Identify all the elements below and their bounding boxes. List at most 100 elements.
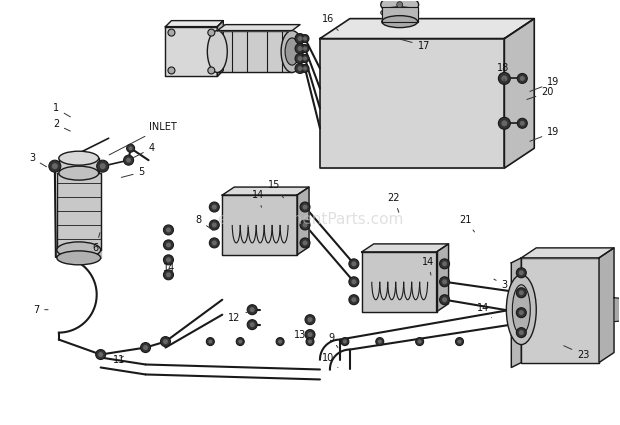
Ellipse shape: [512, 285, 530, 334]
Circle shape: [440, 277, 450, 287]
Polygon shape: [599, 248, 614, 363]
Circle shape: [305, 330, 315, 340]
Circle shape: [166, 258, 171, 262]
Circle shape: [349, 295, 359, 305]
Polygon shape: [521, 258, 599, 363]
Circle shape: [376, 337, 384, 346]
Text: 14: 14: [252, 190, 265, 207]
Ellipse shape: [57, 242, 100, 258]
Circle shape: [298, 56, 303, 61]
Text: 12: 12: [228, 312, 248, 323]
Text: 22: 22: [388, 193, 401, 212]
Text: 19: 19: [530, 77, 559, 91]
Polygon shape: [57, 173, 100, 250]
Circle shape: [295, 34, 305, 43]
Circle shape: [168, 29, 175, 36]
Circle shape: [300, 202, 310, 212]
Circle shape: [295, 43, 305, 54]
Polygon shape: [166, 27, 217, 76]
Circle shape: [378, 340, 382, 343]
Circle shape: [164, 255, 174, 265]
Circle shape: [498, 72, 510, 85]
Text: 14: 14: [477, 303, 492, 317]
Circle shape: [212, 222, 217, 227]
Circle shape: [303, 57, 307, 60]
Circle shape: [303, 66, 307, 71]
Circle shape: [458, 340, 461, 343]
Circle shape: [303, 222, 308, 227]
Circle shape: [164, 240, 174, 250]
Ellipse shape: [285, 38, 299, 65]
Circle shape: [95, 349, 105, 360]
Text: 16: 16: [322, 14, 338, 31]
Circle shape: [520, 76, 525, 81]
Ellipse shape: [507, 275, 536, 345]
Circle shape: [300, 220, 310, 230]
Polygon shape: [504, 19, 534, 168]
Circle shape: [164, 270, 174, 280]
Text: 11: 11: [113, 354, 125, 365]
Text: 9: 9: [328, 333, 338, 348]
Circle shape: [126, 158, 131, 163]
Circle shape: [212, 204, 217, 210]
Text: 2: 2: [53, 119, 70, 131]
Circle shape: [520, 121, 525, 126]
Circle shape: [128, 146, 133, 150]
Polygon shape: [320, 39, 504, 168]
Circle shape: [303, 47, 307, 51]
Circle shape: [517, 118, 527, 128]
Circle shape: [517, 74, 527, 83]
Circle shape: [298, 66, 303, 71]
Text: 14: 14: [162, 263, 175, 273]
Circle shape: [418, 340, 422, 343]
Circle shape: [301, 54, 309, 62]
Circle shape: [298, 36, 303, 41]
Circle shape: [163, 339, 168, 344]
Text: INLET: INLET: [109, 122, 176, 155]
Circle shape: [502, 120, 507, 126]
Text: 5: 5: [122, 167, 145, 177]
Text: 17: 17: [401, 39, 430, 51]
Circle shape: [206, 337, 215, 346]
Text: 4: 4: [131, 143, 154, 159]
Polygon shape: [436, 244, 448, 312]
Ellipse shape: [381, 0, 419, 14]
Circle shape: [123, 155, 133, 165]
Text: 8: 8: [195, 215, 213, 230]
Text: 3: 3: [494, 279, 508, 290]
Circle shape: [210, 202, 219, 212]
Circle shape: [303, 241, 308, 245]
Circle shape: [276, 337, 284, 346]
Circle shape: [208, 340, 212, 343]
Polygon shape: [614, 298, 620, 322]
Circle shape: [210, 238, 219, 248]
Polygon shape: [166, 21, 223, 27]
Circle shape: [143, 345, 148, 350]
Circle shape: [519, 310, 524, 315]
Circle shape: [161, 337, 171, 346]
Circle shape: [352, 279, 356, 284]
Circle shape: [298, 46, 303, 51]
Circle shape: [210, 220, 219, 230]
Text: 7: 7: [33, 305, 48, 314]
Polygon shape: [320, 19, 534, 39]
Circle shape: [519, 330, 524, 335]
Text: 21: 21: [459, 215, 474, 232]
Circle shape: [164, 225, 174, 235]
Ellipse shape: [382, 16, 418, 28]
Ellipse shape: [381, 7, 419, 19]
Circle shape: [303, 37, 307, 40]
Circle shape: [49, 160, 61, 172]
Circle shape: [97, 160, 108, 172]
Text: 13: 13: [294, 325, 308, 340]
Circle shape: [516, 308, 526, 317]
Polygon shape: [217, 21, 223, 76]
Polygon shape: [59, 158, 99, 173]
Circle shape: [100, 163, 105, 169]
Circle shape: [516, 268, 526, 278]
Circle shape: [98, 352, 103, 357]
Circle shape: [247, 305, 257, 314]
Ellipse shape: [281, 31, 303, 72]
Circle shape: [352, 297, 356, 302]
Circle shape: [498, 117, 510, 129]
